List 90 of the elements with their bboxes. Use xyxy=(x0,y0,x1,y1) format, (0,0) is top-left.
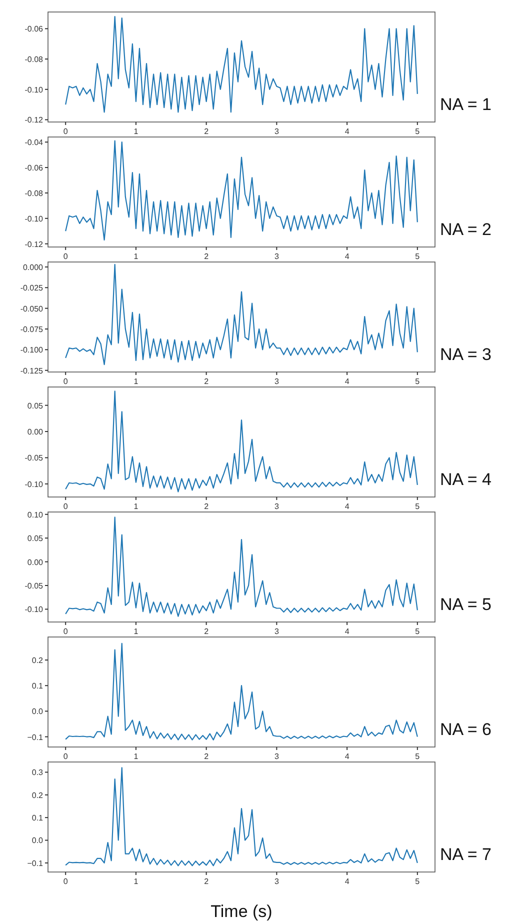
x-tick-label: 3 xyxy=(274,752,280,761)
x-tick-label: 1 xyxy=(134,877,139,886)
x-tick-label: 3 xyxy=(274,127,280,136)
y-tick-label: 0.05 xyxy=(27,534,44,544)
x-axis-title: Time (s) xyxy=(210,902,272,921)
text: NA = 2 xyxy=(440,220,492,239)
y-tick-label: -0.075 xyxy=(20,324,44,334)
y-tick-label: 0.1 xyxy=(32,682,44,691)
x-tick-label: 3 xyxy=(274,627,280,636)
y-tick-label: 0.00 xyxy=(27,558,44,567)
y-tick-label: 0.3 xyxy=(32,768,44,778)
x-tick-label: 1 xyxy=(134,127,139,136)
y-tick-label: 0.10 xyxy=(27,510,44,520)
x-tick-label: 4 xyxy=(344,502,350,511)
y-tick-label: -0.10 xyxy=(24,480,44,489)
y-tick-label: 0.00 xyxy=(27,428,44,437)
y-tick-label: 0.0 xyxy=(32,836,44,846)
x-tick-label: 3 xyxy=(274,877,280,886)
y-tick-label: -0.12 xyxy=(24,240,44,249)
x-tick-label: 2 xyxy=(204,752,210,761)
x-tick-label: 3 xyxy=(274,502,280,511)
x-tick-label: 4 xyxy=(344,627,350,636)
x-tick-label: 4 xyxy=(344,252,350,261)
x-tick-label: 5 xyxy=(415,127,420,136)
x-tick-label: 4 xyxy=(344,127,350,136)
y-tick-label: -0.025 xyxy=(20,284,44,293)
x-tick-label: 4 xyxy=(344,752,350,761)
y-tick-label: −0.1 xyxy=(27,858,44,868)
x-tick-label: 2 xyxy=(204,502,210,511)
x-tick-label: 0 xyxy=(63,877,68,886)
x-tick-label: 0 xyxy=(63,502,68,511)
x-tick-label: 5 xyxy=(415,877,420,886)
x-tick-label: 5 xyxy=(415,502,420,511)
y-tick-label: -0.10 xyxy=(24,85,44,94)
x-tick-label: 2 xyxy=(204,377,210,386)
x-tick-label: 3 xyxy=(274,377,280,386)
y-tick-label: 0.1 xyxy=(32,814,44,823)
x-tick-label: 4 xyxy=(344,877,350,886)
y-tick-label: -0.08 xyxy=(24,55,44,64)
y-tick-label: 0.2 xyxy=(32,656,44,666)
y-tick-label: -0.125 xyxy=(20,366,44,376)
y-tick-label: -0.06 xyxy=(24,24,44,34)
y-tick-label: 0.2 xyxy=(32,790,44,800)
x-tick-label: 0 xyxy=(63,252,68,261)
y-tick-label: 0.05 xyxy=(27,401,44,410)
line-series xyxy=(65,16,418,113)
y-tick-label: -0.04 xyxy=(24,138,44,148)
line-series xyxy=(65,767,418,866)
line-series xyxy=(65,516,418,617)
y-tick-label: -0.05 xyxy=(24,581,44,590)
line-series xyxy=(65,264,418,366)
x-tick-label: 0 xyxy=(63,627,68,636)
x-tick-label: 4 xyxy=(344,377,350,386)
y-tick-label: -0.05 xyxy=(24,454,44,463)
x-tick-label: 5 xyxy=(415,252,420,261)
x-tick-label: 2 xyxy=(204,877,210,886)
y-tick-label: -0.08 xyxy=(24,188,44,198)
x-tick-label: 2 xyxy=(204,252,210,261)
y-tick-label: -0.12 xyxy=(24,116,44,125)
x-tick-label: 0 xyxy=(63,127,68,136)
line-series xyxy=(65,642,418,740)
y-tick-label: -0.10 xyxy=(24,605,44,614)
x-tick-label: 1 xyxy=(134,252,139,261)
x-tick-label: 1 xyxy=(134,502,139,511)
line-series xyxy=(65,140,418,241)
y-tick-label: -0.050 xyxy=(20,304,44,314)
y-tick-label: 0.000 xyxy=(22,262,44,272)
y-tick-label: -0.06 xyxy=(24,164,44,173)
text: NA = 4 xyxy=(440,470,492,489)
x-tick-label: 5 xyxy=(415,627,420,636)
x-tick-label: 2 xyxy=(204,627,210,636)
x-tick-label: 1 xyxy=(134,627,139,636)
x-tick-label: 5 xyxy=(415,752,420,761)
x-tick-label: 3 xyxy=(274,252,280,261)
line-series xyxy=(65,390,418,492)
y-tick-label: −0.1 xyxy=(27,732,44,742)
x-tick-label: 2 xyxy=(204,127,210,136)
text: NA = 1 xyxy=(440,95,492,114)
x-tick-label: 1 xyxy=(134,377,139,386)
x-tick-label: 5 xyxy=(415,377,420,386)
text: NA = 5 xyxy=(440,595,492,614)
y-tick-label: -0.10 xyxy=(24,214,44,224)
y-tick-label: -0.100 xyxy=(20,346,44,355)
x-tick-label: 0 xyxy=(63,377,68,386)
x-tick-label: 1 xyxy=(134,752,139,761)
y-tick-label: 0.0 xyxy=(32,707,44,716)
text: NA = 7 xyxy=(440,845,492,864)
text: NA = 3 xyxy=(440,345,492,364)
x-tick-label: 0 xyxy=(63,752,68,761)
text: NA = 6 xyxy=(440,720,492,739)
